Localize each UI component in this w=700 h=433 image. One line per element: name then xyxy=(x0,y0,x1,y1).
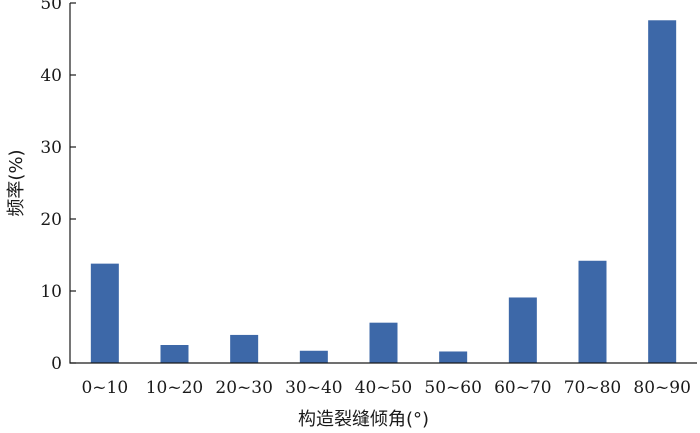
y-axis-ticks: 0 10 20 30 40 50 xyxy=(40,0,76,374)
bar-50~60 xyxy=(439,351,468,363)
y-tick-label: 20 xyxy=(40,210,62,230)
bar-0~10 xyxy=(90,263,119,363)
y-tick-label: 40 xyxy=(40,66,62,86)
x-tick-label: 40~50 xyxy=(355,378,413,398)
bar-30~40 xyxy=(299,350,328,363)
x-tick-label: 30~40 xyxy=(285,378,343,398)
axis-lines xyxy=(69,3,697,364)
x-tick-label: 60~70 xyxy=(494,378,552,398)
x-tick-label: 0~10 xyxy=(81,378,128,398)
x-axis-ticks: 0~10 10~20 20~30 30~40 40~50 50~60 60~70 70~80 8… xyxy=(81,378,690,398)
x-tick-label: 10~20 xyxy=(146,378,204,398)
x-tick-label: 80~90 xyxy=(633,378,691,398)
bar-60~70 xyxy=(508,297,537,363)
x-tick-label: 50~60 xyxy=(424,378,482,398)
y-tick-label: 30 xyxy=(40,138,62,158)
bars-group xyxy=(90,20,677,364)
bar-80~90 xyxy=(648,20,677,364)
bar-40~50 xyxy=(369,322,398,363)
x-axis-title: 构造裂缝倾角(°) xyxy=(298,409,429,430)
bar-20~30 xyxy=(230,334,259,363)
bar-10~20 xyxy=(160,345,189,363)
y-tick-label: 0 xyxy=(51,354,62,374)
x-tick-label: 70~80 xyxy=(564,378,622,398)
y-tick-label: 50 xyxy=(40,0,62,14)
y-axis-title: 频率(%) xyxy=(6,149,27,216)
bar-70~80 xyxy=(578,260,607,363)
y-tick-label: 10 xyxy=(40,282,62,302)
x-tick-label: 20~30 xyxy=(215,378,273,398)
